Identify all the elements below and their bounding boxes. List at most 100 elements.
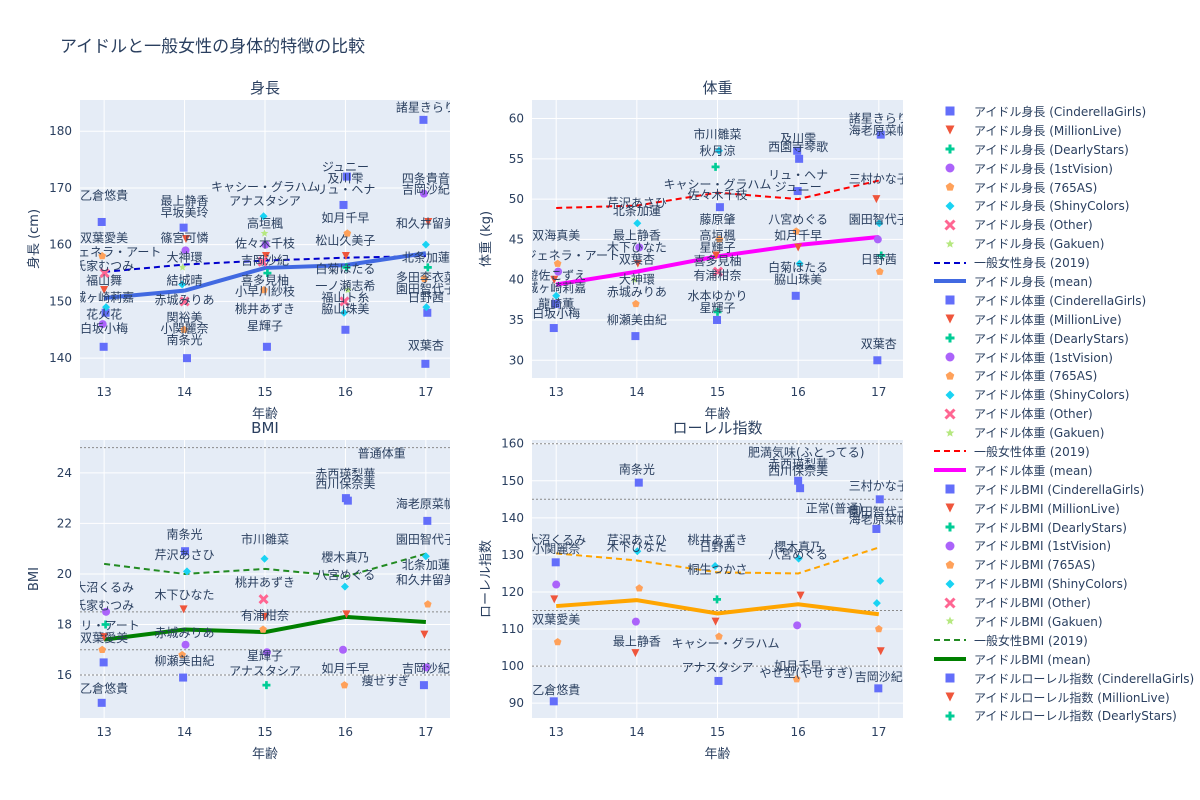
name-annotation: 高垣楓 — [699, 227, 735, 242]
name-annotation: 和久井留美 — [396, 217, 456, 231]
data-point — [550, 595, 559, 604]
y-tick-label: 55 — [509, 152, 524, 166]
name-annotation: 福山ト糸 — [321, 289, 369, 304]
legend-label: アイドルBMI (Other) — [974, 596, 1091, 611]
data-point — [420, 274, 429, 282]
legend-item[interactable]: アイドル体重 (ShinyColors) — [930, 385, 1195, 404]
data-point — [875, 625, 883, 633]
legend-symbol — [945, 579, 955, 589]
data-point — [794, 554, 803, 563]
data-point — [98, 645, 107, 653]
name-annotation: 多田李衣菜 — [396, 270, 456, 285]
name-annotation: 桃井あずき — [235, 301, 295, 316]
legend-symbol — [945, 522, 955, 532]
legend-item[interactable]: アイドル体重 (765AS) — [930, 366, 1195, 385]
legend-label: アイドル身長 (1stVision) — [974, 161, 1113, 176]
legend-item[interactable]: アイドル身長 (MillionLive) — [930, 121, 1195, 140]
x-tick-label: 14 — [177, 725, 192, 739]
data-point — [422, 663, 431, 672]
x-tick-label: 17 — [418, 385, 433, 399]
legend-item[interactable]: アイドル身長 (CinderellaGirls) — [930, 102, 1195, 121]
legend-item[interactable]: アイドル体重 (Gakuen) — [930, 423, 1195, 442]
data-point — [342, 263, 351, 272]
legend-item[interactable]: アイドルローレル指数 (DearlyStars) — [930, 707, 1195, 726]
name-annotation: 有浦柑奈 — [693, 268, 741, 283]
legend-item[interactable]: アイドル体重 (CinderellaGirls) — [930, 291, 1195, 310]
name-annotation: 有浦柑奈 — [241, 607, 289, 622]
legend-item[interactable]: アイドル体重 (1stVision) — [930, 348, 1195, 367]
name-annotation: 痩せすぎ — [362, 673, 410, 688]
legend-item[interactable]: アイドル身長 (1stVision) — [930, 159, 1195, 178]
name-annotation: 双葉愛美 — [532, 612, 580, 626]
name-annotation: アナスタシア — [229, 664, 301, 678]
name-annotation: 小関麗奈 — [532, 542, 580, 556]
legend-item[interactable]: アイドル身長 (mean) — [930, 272, 1195, 291]
legend-marker-icon — [945, 144, 955, 154]
x-tick-label: 15 — [710, 385, 725, 399]
data-point — [635, 584, 644, 592]
data-point — [794, 476, 803, 485]
name-annotation: 白菊ほたる — [768, 260, 828, 275]
legend-item[interactable]: アイドルBMI (Gakuen) — [930, 612, 1195, 631]
legend-item[interactable]: アイドルBMI (ShinyColors) — [930, 574, 1195, 593]
data-point — [182, 235, 191, 243]
legend-item[interactable]: アイドルローレル指数 (CinderellaGirls) — [930, 669, 1195, 688]
data-point — [795, 259, 804, 268]
x-tick-label: 13 — [96, 385, 111, 399]
y-tick-label: 150 — [49, 294, 72, 308]
legend-item[interactable]: アイドル身長 (Other) — [930, 215, 1195, 234]
data-point — [551, 299, 560, 308]
legend-item[interactable]: 一般女性体重 (2019) — [930, 442, 1195, 461]
data-point — [714, 676, 723, 685]
legend-symbol — [945, 182, 955, 191]
name-annotation: 氏家むつみ — [74, 597, 134, 612]
legend-marker-icon — [944, 408, 956, 420]
legend-label: 一般女性体重 (2019) — [974, 444, 1090, 459]
legend-item[interactable]: アイドルBMI (mean) — [930, 650, 1195, 669]
name-annotation: 龍崎薫 — [538, 296, 574, 311]
name-annotation: 藤原肇 — [699, 211, 735, 226]
legend-item[interactable]: アイドルBMI (DearlyStars) — [930, 518, 1195, 537]
name-annotation: 大神環 — [167, 251, 203, 265]
legend-item[interactable]: アイドル身長 (Gakuen) — [930, 234, 1195, 253]
chart-legend: アイドル身長 (CinderellaGirls) アイドル身長 (MillionL… — [930, 102, 1195, 730]
data-point — [549, 697, 558, 706]
data-point — [99, 658, 108, 667]
legend-item[interactable]: アイドルBMI (MillionLive) — [930, 499, 1195, 518]
legend-item[interactable]: アイドル身長 (765AS) — [930, 178, 1195, 197]
legend-item[interactable]: アイドル体重 (DearlyStars) — [930, 329, 1195, 348]
name-annotation: 赤城みりあ — [607, 285, 667, 299]
name-annotation: 城ヶ崎莉嘉 — [526, 281, 586, 295]
name-annotation: 普通体重 — [358, 447, 406, 461]
data-point — [551, 558, 560, 567]
legend-item[interactable]: アイドル身長 (DearlyStars) — [930, 140, 1195, 159]
legend-item[interactable]: アイドルBMI (CinderellaGirls) — [930, 480, 1195, 499]
name-annotation: 八宮めぐる — [316, 567, 376, 582]
name-annotation: 遊佐こずえ — [526, 268, 586, 283]
legend-item[interactable]: アイドル体重 (Other) — [930, 404, 1195, 423]
name-annotation: 早坂美玲 — [161, 205, 209, 219]
name-annotation: 脇山珠美 — [321, 302, 369, 316]
legend-item[interactable]: アイドル体重 (MillionLive) — [930, 310, 1195, 329]
x-tick-label: 16 — [338, 385, 353, 399]
y-tick-label: 140 — [501, 511, 524, 525]
legend-item[interactable]: アイドル体重 (mean) — [930, 461, 1195, 480]
legend-item[interactable]: 一般女性身長 (2019) — [930, 253, 1195, 272]
data-point — [340, 582, 349, 591]
legend-item[interactable]: アイドル身長 (ShinyColors) — [930, 196, 1195, 215]
legend-item[interactable]: アイドルローレル指数 (MillionLive) — [930, 688, 1195, 707]
legend-marker-icon — [934, 639, 966, 642]
name-annotation: 西川保奈美 — [315, 477, 375, 491]
data-point — [419, 189, 428, 198]
name-annotation: 肥満気味(ふとってる) — [748, 445, 864, 460]
x-tick-label: 16 — [791, 385, 806, 399]
y-tick-label: 140 — [49, 351, 72, 365]
legend-item[interactable]: アイドルBMI (Other) — [930, 593, 1195, 612]
legend-item[interactable]: 一般女性BMI (2019) — [930, 631, 1195, 650]
legend-item[interactable]: アイドルBMI (765AS) — [930, 555, 1195, 574]
legend-label: アイドル身長 (Other) — [974, 218, 1093, 233]
subplot-3: 16 18 20 22 24 13 14 15 16 17 BMI 年齢 BMI 普通体重大沼くるみ氏家む… — [27, 419, 450, 762]
data-point — [792, 675, 801, 683]
legend-item[interactable]: アイドルBMI (1stVision) — [930, 536, 1195, 555]
